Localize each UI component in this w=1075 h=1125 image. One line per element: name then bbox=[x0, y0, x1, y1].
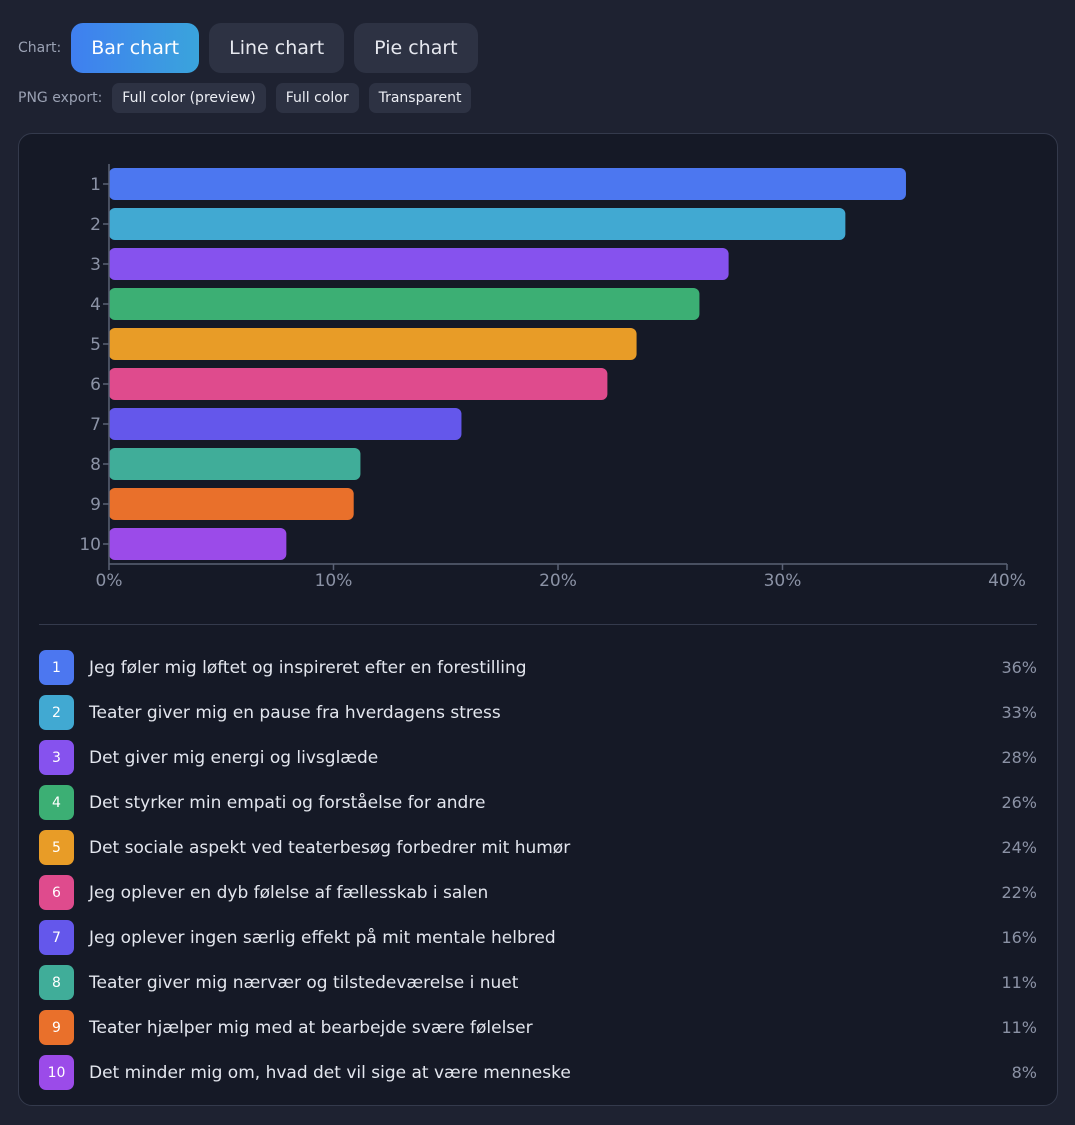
y-tick-label-8: 8 bbox=[90, 455, 101, 475]
legend-percentage: 11% bbox=[1001, 1018, 1037, 1037]
legend-percentage: 16% bbox=[1001, 928, 1037, 947]
export-full-color-preview-button[interactable]: Full color (preview) bbox=[112, 83, 266, 113]
bar-chart-button[interactable]: Bar chart bbox=[71, 23, 200, 73]
legend-label: Jeg oplever en dyb følelse af fællesskab… bbox=[89, 882, 489, 903]
legend-item: 6 Jeg oplever en dyb følelse af fællesska… bbox=[39, 870, 1037, 915]
legend-percentage: 33% bbox=[1001, 703, 1037, 722]
x-tick-label-0: 0% bbox=[96, 571, 123, 591]
legend-number-badge: 8 bbox=[39, 965, 74, 1000]
legend-item: 8 Teater giver mig nærvær og tilstedevære… bbox=[39, 960, 1037, 1005]
y-tick-label-5: 5 bbox=[90, 335, 101, 355]
legend-number-badge: 1 bbox=[39, 650, 74, 685]
y-tick-label-2: 2 bbox=[90, 215, 101, 235]
bar-10 bbox=[109, 528, 287, 560]
chart-type-toolbar: Chart: Bar chart Line chart Pie chart bbox=[18, 23, 478, 73]
bar-8 bbox=[109, 448, 361, 480]
x-tick-label-4: 40% bbox=[988, 571, 1026, 591]
x-tick-label-2: 20% bbox=[539, 571, 577, 591]
bar-6 bbox=[109, 368, 608, 400]
export-transparent-button[interactable]: Transparent bbox=[368, 83, 472, 113]
bar-1 bbox=[109, 168, 906, 200]
legend-number-badge: 2 bbox=[39, 695, 74, 730]
legend-item: 2 Teater giver mig en pause fra hverdagen… bbox=[39, 690, 1037, 735]
legend-label: Det sociale aspekt ved teaterbesøg forbe… bbox=[89, 837, 571, 858]
legend-number-badge: 5 bbox=[39, 830, 74, 865]
x-tick-label-3: 30% bbox=[764, 571, 802, 591]
legend-label: Jeg føler mig løftet og inspireret efter… bbox=[89, 657, 527, 678]
y-tick-label-6: 6 bbox=[90, 375, 101, 395]
legend-item: 3 Det giver mig energi og livsglæde 28% bbox=[39, 735, 1037, 780]
legend-label: Det minder mig om, hvad det vil sige at … bbox=[89, 1062, 571, 1083]
legend-percentage: 24% bbox=[1001, 838, 1037, 857]
legend-percentage: 26% bbox=[1001, 793, 1037, 812]
legend-percentage: 36% bbox=[1001, 658, 1037, 677]
bar-3 bbox=[109, 248, 729, 280]
legend-number-badge: 9 bbox=[39, 1010, 74, 1045]
legend-item: 1 Jeg føler mig løftet og inspireret efte… bbox=[39, 645, 1037, 690]
png-export-label: PNG export: bbox=[18, 90, 103, 106]
legend-label: Det styrker min empati og forståelse for… bbox=[89, 792, 486, 813]
bar-chart: 1 2 3 4 5 6 7 8 9 10 0% 10% 20% 30% 40% bbox=[79, 164, 1026, 591]
bar-4 bbox=[109, 288, 700, 320]
export-full-color-button[interactable]: Full color bbox=[275, 83, 359, 113]
legend-number-badge: 6 bbox=[39, 875, 74, 910]
legend-percentage: 28% bbox=[1001, 748, 1037, 767]
y-tick-label-1: 1 bbox=[90, 175, 101, 195]
divider bbox=[39, 624, 1037, 625]
legend-label: Teater giver mig nærvær og tilstedeværel… bbox=[89, 972, 519, 993]
legend-list: 1 Jeg føler mig løftet og inspireret efte… bbox=[39, 645, 1037, 1095]
legend-number-badge: 4 bbox=[39, 785, 74, 820]
legend-number-badge: 3 bbox=[39, 740, 74, 775]
chart-type-label: Chart: bbox=[18, 40, 62, 56]
legend-number-badge: 10 bbox=[39, 1055, 74, 1090]
line-chart-button[interactable]: Line chart bbox=[209, 23, 345, 73]
bar-9 bbox=[109, 488, 354, 520]
legend-number-badge: 7 bbox=[39, 920, 74, 955]
legend-item: 7 Jeg oplever ingen særlig effekt på mit … bbox=[39, 915, 1037, 960]
y-tick-label-3: 3 bbox=[90, 255, 101, 275]
legend-item: 10 Det minder mig om, hvad det vil sige a… bbox=[39, 1050, 1037, 1095]
legend-label: Det giver mig energi og livsglæde bbox=[89, 747, 379, 768]
y-tick-label-4: 4 bbox=[90, 295, 101, 315]
legend-percentage: 8% bbox=[1011, 1063, 1037, 1082]
legend-item: 4 Det styrker min empati og forståelse fo… bbox=[39, 780, 1037, 825]
legend-label: Teater hjælper mig med at bearbejde svær… bbox=[89, 1017, 533, 1038]
y-tick-label-7: 7 bbox=[90, 415, 101, 435]
x-tick-label-1: 10% bbox=[315, 571, 353, 591]
legend-label: Teater giver mig en pause fra hverdagens… bbox=[89, 702, 501, 723]
legend-percentage: 22% bbox=[1001, 883, 1037, 902]
chart-card: 1 2 3 4 5 6 7 8 9 10 0% 10% 20% 30% 40% 1 Jeg føler mig… bbox=[18, 133, 1058, 1106]
legend-item: 9 Teater hjælper mig med at bearbejde svæ… bbox=[39, 1005, 1037, 1050]
png-export-toolbar: PNG export: Full color (preview) Full co… bbox=[18, 83, 472, 113]
bar-5 bbox=[109, 328, 637, 360]
pie-chart-button[interactable]: Pie chart bbox=[354, 23, 478, 73]
legend-percentage: 11% bbox=[1001, 973, 1037, 992]
bar-7 bbox=[109, 408, 462, 440]
y-tick-label-9: 9 bbox=[90, 495, 101, 515]
bar-2 bbox=[109, 208, 846, 240]
y-tick-label-10: 10 bbox=[79, 535, 101, 555]
legend-item: 5 Det sociale aspekt ved teaterbesøg forb… bbox=[39, 825, 1037, 870]
legend-label: Jeg oplever ingen særlig effekt på mit m… bbox=[89, 927, 556, 948]
